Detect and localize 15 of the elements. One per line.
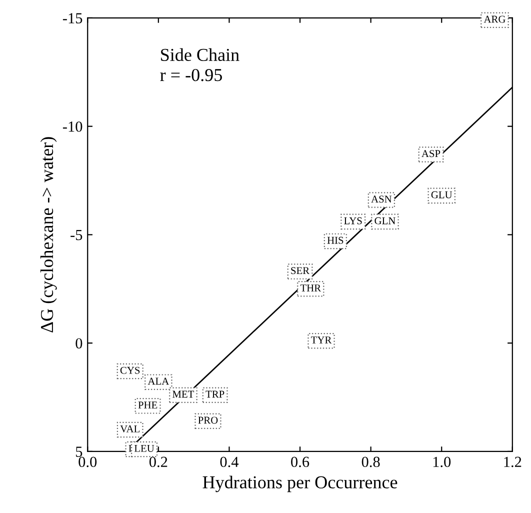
y-tick-label: 5: [76, 446, 82, 457]
y-tick-label: -15: [62, 13, 82, 24]
x-tick-label: 1.2: [504, 456, 522, 468]
x-tick-label: 0.2: [149, 456, 168, 468]
x-axis-title: Hydrations per Occurrence: [202, 476, 398, 492]
annotation: Side Chain r = -0.95: [160, 48, 240, 82]
x-tick-label: 0.4: [220, 456, 239, 468]
x-tick-label: 0.8: [362, 456, 380, 468]
x-tick-label: 1.0: [433, 456, 451, 468]
x-tick-label: 0.0: [78, 456, 97, 468]
x-tick-label: 0.6: [291, 456, 310, 468]
y-tick-label: -5: [70, 230, 82, 240]
y-tick-label: -10: [62, 121, 82, 132]
y-axis-title: ΔG (cyclohexane -> water): [40, 137, 57, 332]
y-tick-label: 0: [76, 338, 82, 349]
